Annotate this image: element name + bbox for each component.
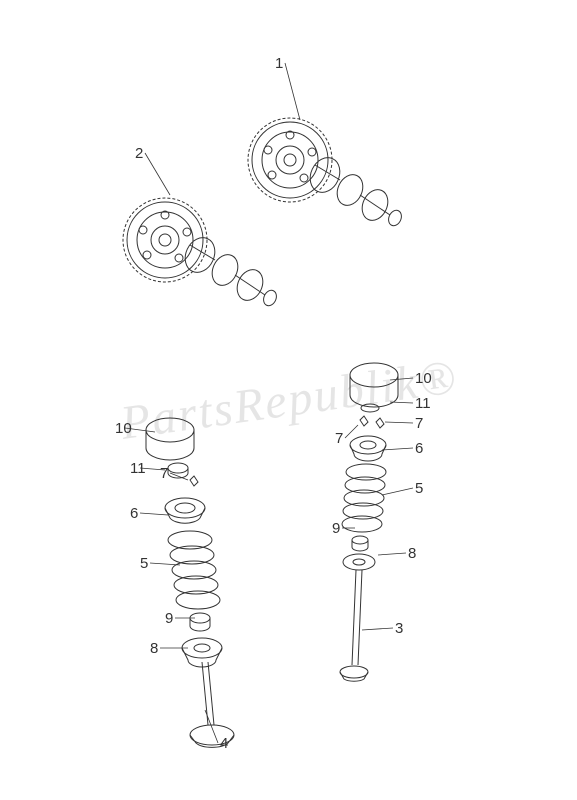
callout-camshaft-intake: 1 — [275, 55, 283, 72]
callout-shim-right: 11 — [415, 395, 431, 412]
callout-tappet-right: 10 — [415, 370, 432, 387]
callout-seal-right: 9 — [332, 520, 340, 537]
camshaft-exhaust-drawing — [105, 170, 305, 330]
callout-spring-left: 5 — [140, 555, 148, 572]
callout-cotter-right-a: 7 — [335, 430, 343, 447]
callout-seat-left: 8 — [150, 640, 158, 657]
callout-shim-left: 11 — [130, 460, 146, 477]
callout-valve-intake: 3 — [395, 620, 403, 637]
callout-cotter-right-b: 7 — [415, 415, 423, 432]
valve-assembly-left-drawing — [130, 400, 270, 760]
callout-camshaft-exhaust: 2 — [135, 145, 143, 162]
callout-seat-right: 8 — [408, 545, 416, 562]
callout-tappet-left: 10 — [115, 420, 132, 437]
diagram-container: PartsRepublik® — [0, 0, 577, 800]
callout-seal-left: 9 — [165, 610, 173, 627]
callout-retainer-left: 6 — [130, 505, 138, 522]
callout-spring-right: 5 — [415, 480, 423, 497]
callout-retainer-right: 6 — [415, 440, 423, 457]
callout-cotter-left-a: 7 — [160, 465, 168, 482]
callout-valve-exhaust: 4 — [220, 735, 228, 752]
